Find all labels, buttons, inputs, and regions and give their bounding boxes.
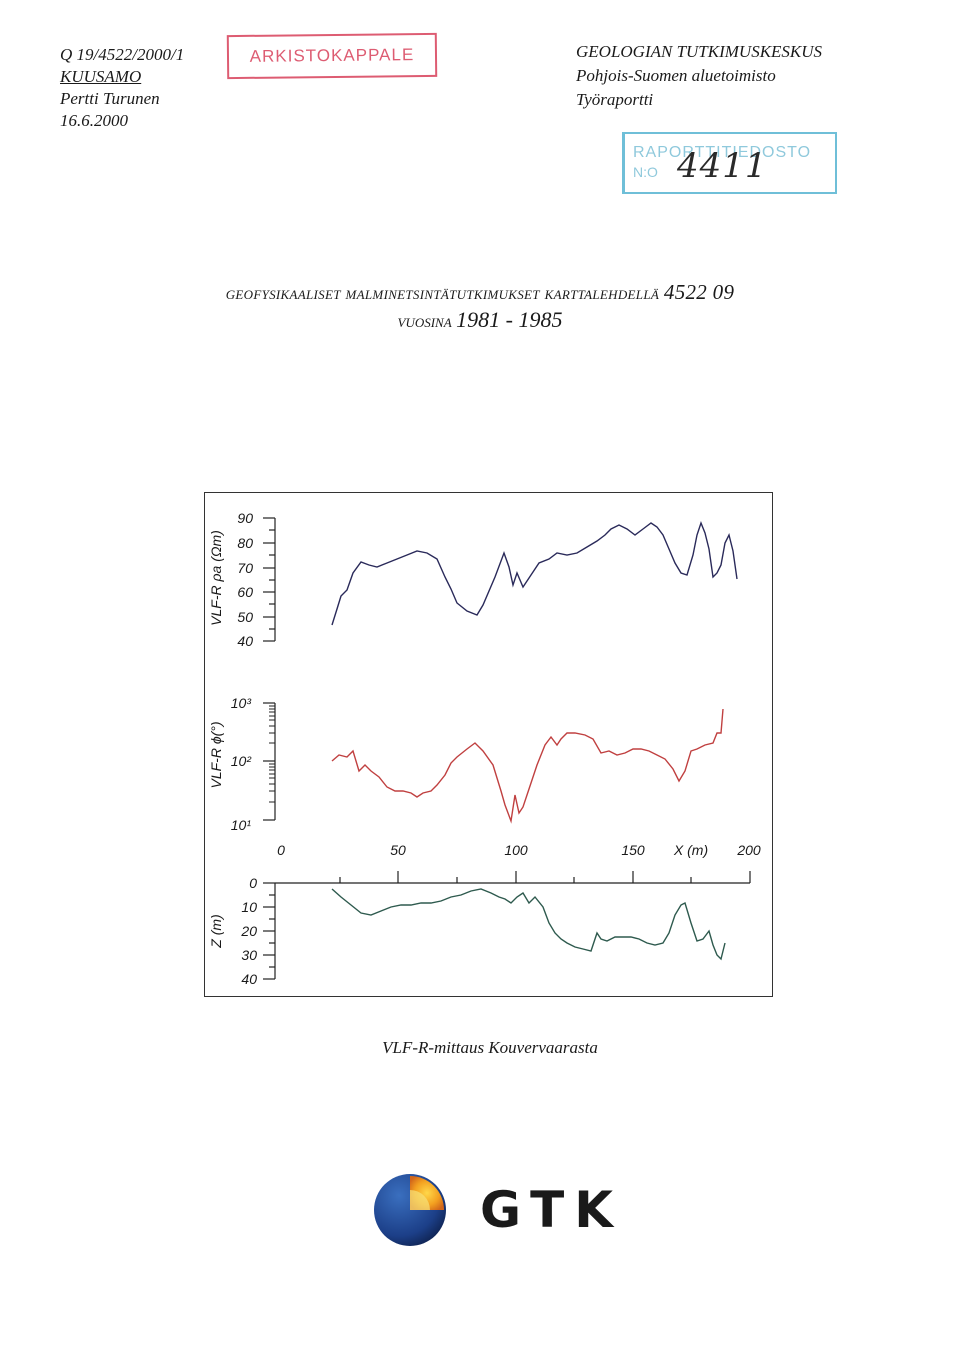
report-date: 16.6.2000: [60, 111, 128, 130]
title-line-1: Geofysikaaliset malminetsintätutkimukset…: [0, 280, 960, 305]
panel2-minor-ticks: [269, 705, 275, 803]
panel3-tick-label: 30: [241, 947, 257, 963]
organization-header: GEOLOGIAN TUTKIMUSKESKUS Pohjois-Suomen …: [576, 40, 822, 112]
panel2-tick-label: 10³: [231, 695, 252, 711]
panel1-tick-label: 90: [237, 510, 253, 526]
archive-stamp-text: ARKISTOKAPPALE: [249, 45, 415, 66]
panel1-tick-label: 50: [237, 609, 253, 625]
organization-name: GEOLOGIAN TUTKIMUSKESKUS: [576, 42, 823, 61]
x-tick-label: 0: [277, 842, 285, 858]
panel2-axis: [263, 702, 276, 821]
x-tick-label: 50: [390, 842, 406, 858]
panel2-axis-title: VLF-R ϕ(°): [208, 721, 224, 788]
document-title: Geofysikaaliset malminetsintätutkimukset…: [0, 280, 960, 333]
panel2-tick-label: 10¹: [231, 817, 252, 833]
gtk-logo-text: GTK: [480, 1181, 624, 1239]
report-meta: Q 19/4522/2000/1 KUUSAMO Pertti Turunen …: [60, 44, 184, 132]
title-line-1-text: Geofysikaaliset malminetsintätutkimukset…: [225, 283, 660, 303]
panel3-tick-label: 20: [240, 923, 257, 939]
resistivity-curve: [331, 520, 738, 626]
panel1-tick-label: 70: [237, 560, 253, 576]
map-sheet-number: 4522 09: [663, 280, 735, 304]
gtk-logo: GTK: [372, 1172, 622, 1248]
report-author: Pertti Turunen: [60, 89, 160, 108]
x-axis-title: X (m): [673, 842, 708, 858]
report-location: KUUSAMO: [60, 67, 142, 86]
panel3-tick-label: 40: [241, 971, 257, 987]
report-code: Q 19/4522/2000/1: [60, 45, 185, 64]
vlf-r-figure: 90 80 70 60 50 40 VLF-R ρa (Ωm): [204, 492, 773, 997]
depth-curve: [331, 888, 726, 961]
panel1-tick-label: 40: [237, 633, 253, 649]
title-line-2: vuosina 1981 - 1985: [0, 307, 960, 333]
x-tick-label: 200: [736, 842, 761, 858]
panel3-tick-label: 10: [241, 899, 257, 915]
panel2-tick-label: 10²: [231, 753, 253, 769]
year-range: 1981 - 1985: [456, 307, 563, 332]
report-type: Työraportti: [576, 90, 654, 109]
panel1-axis-title: VLF-R ρa (Ωm): [208, 530, 224, 626]
archive-stamp: ARKISTOKAPPALE: [226, 32, 438, 80]
gtk-globe-icon: [374, 1174, 446, 1246]
report-register-stamp: RAPORTTITIEDOSTO N:O 4411: [622, 132, 837, 194]
x-tick-label: 100: [504, 842, 528, 858]
register-stamp-no-label: N:O: [633, 164, 658, 180]
phase-curve: [331, 708, 724, 824]
title-line-2-text: vuosina: [397, 311, 452, 331]
panel1-tick-label: 60: [237, 584, 253, 600]
panel3-axis: [263, 871, 751, 980]
panel3-axis-title: Z (m): [208, 914, 224, 948]
panel1-axis: [263, 517, 276, 642]
register-number: 4411: [677, 146, 768, 186]
vlf-r-plot: 90 80 70 60 50 40 VLF-R ρa (Ωm): [208, 510, 761, 987]
figure-caption: VLF-R-mittaus Kouvervaarasta: [382, 1038, 598, 1057]
x-tick-label: 150: [621, 842, 645, 858]
regional-office: Pohjois-Suomen aluetoimisto: [576, 66, 776, 85]
panel1-tick-label: 80: [237, 535, 253, 551]
register-stamp-label: RAPORTTITIEDOSTO: [633, 144, 812, 161]
panel3-tick-label: 0: [249, 875, 257, 891]
